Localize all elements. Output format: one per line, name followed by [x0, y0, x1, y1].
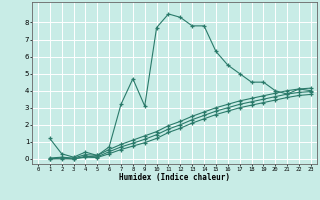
X-axis label: Humidex (Indice chaleur): Humidex (Indice chaleur)	[119, 173, 230, 182]
